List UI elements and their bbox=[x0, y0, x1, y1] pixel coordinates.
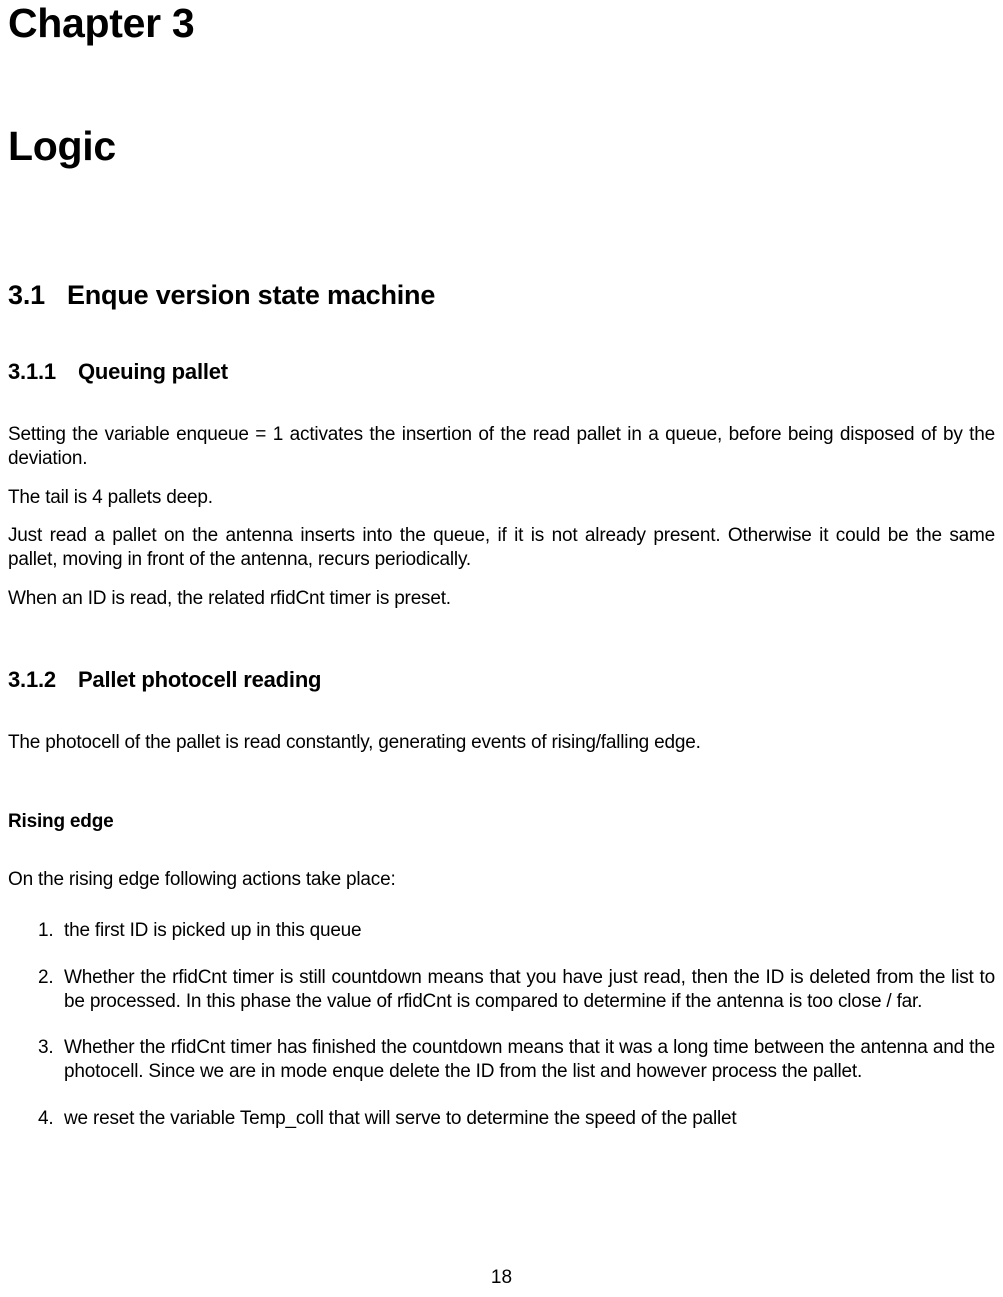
body-paragraph: Setting the variable enqueue = 1 activat… bbox=[8, 423, 995, 472]
section-3-1-heading: 3.1 Enque version state machine bbox=[8, 280, 995, 311]
body-paragraph: The photocell of the pallet is read cons… bbox=[8, 731, 995, 755]
list-number: 1. bbox=[38, 919, 53, 943]
subsection-3-1-2-heading: 3.1.2 Pallet photocell reading bbox=[8, 667, 995, 693]
list-item: 2. Whether the rfidCnt timer is still co… bbox=[38, 966, 995, 1015]
rising-edge-heading: Rising edge bbox=[8, 811, 995, 833]
rising-edge-list: 1. the first ID is picked up in this que… bbox=[8, 919, 995, 1131]
list-item: 3. Whether the rfidCnt timer has finishe… bbox=[38, 1036, 995, 1085]
list-number: 2. bbox=[38, 966, 53, 990]
subsection-title: Queuing pallet bbox=[78, 359, 228, 384]
list-text: Whether the rfidCnt timer is still count… bbox=[64, 967, 995, 1012]
list-number: 3. bbox=[38, 1036, 53, 1060]
list-item: 4. we reset the variable Temp_coll that … bbox=[38, 1107, 995, 1131]
section-number: 3.1 bbox=[8, 280, 45, 310]
list-intro: On the rising edge following actions tak… bbox=[8, 869, 995, 891]
chapter-heading: Chapter 3 bbox=[8, 0, 995, 47]
list-item: 1. the first ID is picked up in this que… bbox=[38, 919, 995, 943]
list-number: 4. bbox=[38, 1107, 53, 1131]
subsection-title: Pallet photocell reading bbox=[78, 667, 321, 692]
subsection-number: 3.1.2 bbox=[8, 667, 56, 692]
subsection-number: 3.1.1 bbox=[8, 359, 56, 384]
chapter-title: Logic bbox=[8, 123, 995, 170]
body-paragraph: When an ID is read, the related rfidCnt … bbox=[8, 587, 995, 611]
subsection-3-1-1-heading: 3.1.1 Queuing pallet bbox=[8, 359, 995, 385]
section-title: Enque version state machine bbox=[67, 280, 435, 310]
page-number: 18 bbox=[0, 1267, 1003, 1289]
body-paragraph: The tail is 4 pallets deep. bbox=[8, 486, 995, 510]
body-paragraph: Just read a pallet on the antenna insert… bbox=[8, 524, 995, 573]
list-text: the first ID is picked up in this queue bbox=[64, 920, 361, 941]
list-text: Whether the rfidCnt timer has finished t… bbox=[64, 1037, 995, 1082]
list-text: we reset the variable Temp_coll that wil… bbox=[64, 1108, 737, 1129]
